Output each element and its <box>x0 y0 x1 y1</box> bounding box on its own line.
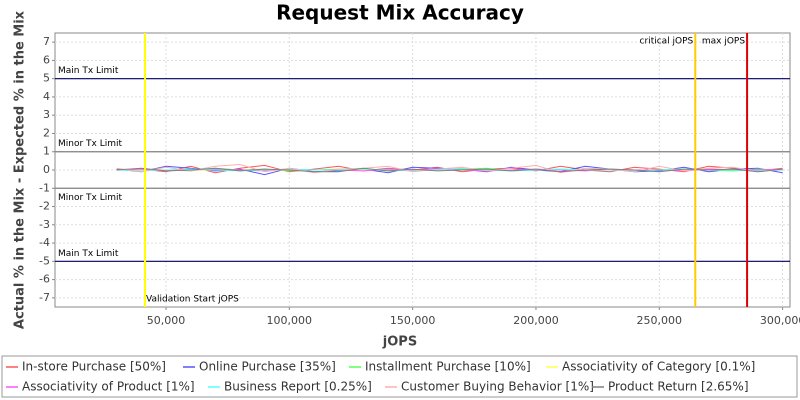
y-tick-label: 2 <box>43 126 50 139</box>
limit-label: Minor Tx Limit <box>58 193 123 203</box>
y-tick-label: -7 <box>39 291 50 304</box>
series-line <box>116 167 783 172</box>
legend-label: Product Return [2.65%] <box>608 380 749 394</box>
y-tick-label: -3 <box>39 218 50 231</box>
legend-label: Business Report [0.25%] <box>224 380 372 394</box>
legend-box <box>1 355 798 398</box>
x-tick-label: 50,000 <box>147 314 186 327</box>
y-axis-label: Actual % in the Mix - Expected % in the … <box>13 10 28 329</box>
y-tick-label: 6 <box>43 53 50 66</box>
x-tick-label: 250,000 <box>637 314 683 327</box>
y-tick-label: -1 <box>39 181 50 194</box>
limit-label: Main Tx Limit <box>58 66 119 76</box>
y-tick-label: 7 <box>43 35 50 48</box>
series-line <box>116 163 783 174</box>
y-tick-label: 0 <box>43 163 50 176</box>
y-tick-label: 5 <box>43 72 50 85</box>
y-tick-label: -6 <box>39 273 50 286</box>
y-tick-label: 3 <box>43 108 50 121</box>
legend-label: Customer Buying Behavior [1%] <box>401 380 594 394</box>
x-tick-label: 300,000 <box>760 314 800 327</box>
marker-label: critical jOPS <box>640 37 694 47</box>
y-tick-label: -4 <box>39 236 50 249</box>
series-line <box>116 167 783 173</box>
marker-label: Validation Start jOPS <box>146 295 239 305</box>
x-tick-label: 200,000 <box>513 314 559 327</box>
y-tick-label: 1 <box>43 145 50 158</box>
legend-label: Associativity of Product [1%] <box>22 380 195 394</box>
y-tick-label: -5 <box>39 254 50 267</box>
x-tick-label: 100,000 <box>267 314 313 327</box>
x-axis-label: jOPS <box>382 335 417 350</box>
limit-label: Minor Tx Limit <box>58 139 123 149</box>
legend-label: Online Purchase [35%] <box>199 360 336 374</box>
limit-label: Main Tx Limit <box>58 249 119 259</box>
y-tick-label: -2 <box>39 200 50 213</box>
x-tick-label: 150,000 <box>390 314 436 327</box>
marker-label: max jOPS <box>702 37 745 47</box>
legend-label: Associativity of Category [0.1%] <box>562 360 755 374</box>
legend-label: Installment Purchase [10%] <box>365 360 531 374</box>
chart-title: Request Mix Accuracy <box>276 1 524 25</box>
y-tick-label: 4 <box>43 90 50 103</box>
legend-label: In-store Purchase [50%] <box>22 360 166 374</box>
